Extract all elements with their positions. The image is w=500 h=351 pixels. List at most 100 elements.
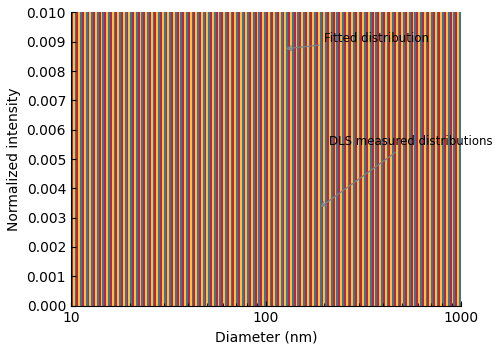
Bar bbox=[355, 0, 357, 306]
Bar bbox=[292, 0, 294, 306]
Bar bbox=[170, 0, 171, 306]
Bar bbox=[384, 0, 386, 306]
Bar bbox=[234, 0, 236, 306]
Bar bbox=[322, 0, 324, 306]
Bar bbox=[232, 0, 234, 306]
Bar bbox=[110, 0, 112, 306]
Bar bbox=[240, 0, 242, 306]
Bar bbox=[248, 0, 249, 306]
Bar bbox=[126, 0, 128, 306]
Bar bbox=[220, 0, 221, 306]
Bar bbox=[214, 0, 216, 306]
Bar bbox=[379, 0, 381, 306]
Bar bbox=[306, 0, 308, 306]
Bar bbox=[459, 0, 461, 306]
Bar bbox=[71, 0, 73, 306]
Bar bbox=[353, 0, 355, 306]
Bar bbox=[336, 0, 338, 306]
Bar bbox=[440, 0, 442, 306]
Bar bbox=[208, 0, 210, 306]
Bar bbox=[326, 0, 327, 306]
Bar bbox=[262, 0, 264, 306]
Bar bbox=[410, 0, 412, 306]
Bar bbox=[409, 0, 410, 306]
Bar bbox=[400, 0, 402, 306]
Bar bbox=[403, 0, 405, 306]
Bar bbox=[299, 0, 301, 306]
Bar bbox=[162, 0, 164, 306]
Bar bbox=[390, 0, 392, 306]
Bar bbox=[405, 0, 407, 306]
Bar bbox=[329, 0, 331, 306]
Bar bbox=[82, 0, 84, 306]
Bar bbox=[392, 0, 394, 306]
Bar bbox=[416, 0, 418, 306]
Bar bbox=[407, 0, 409, 306]
Bar bbox=[152, 0, 154, 306]
Bar bbox=[301, 0, 303, 306]
Bar bbox=[108, 0, 110, 306]
Bar bbox=[268, 0, 270, 306]
Bar bbox=[444, 0, 446, 306]
Bar bbox=[376, 0, 377, 306]
Bar bbox=[298, 0, 299, 306]
X-axis label: Diameter (nm): Diameter (nm) bbox=[214, 330, 317, 344]
Bar bbox=[86, 0, 88, 306]
Bar bbox=[438, 0, 440, 306]
Bar bbox=[448, 0, 450, 306]
Bar bbox=[429, 0, 431, 306]
Bar bbox=[201, 0, 202, 306]
Bar bbox=[114, 0, 116, 306]
Bar bbox=[132, 0, 134, 306]
Bar bbox=[212, 0, 214, 306]
Bar bbox=[362, 0, 364, 306]
Bar bbox=[74, 0, 76, 306]
Bar bbox=[331, 0, 332, 306]
Bar bbox=[180, 0, 182, 306]
Bar bbox=[164, 0, 166, 306]
Bar bbox=[145, 0, 147, 306]
Bar bbox=[210, 0, 212, 306]
Bar bbox=[124, 0, 126, 306]
Bar bbox=[424, 0, 426, 306]
Bar bbox=[184, 0, 186, 306]
Bar bbox=[93, 0, 95, 306]
Bar bbox=[431, 0, 433, 306]
Bar bbox=[156, 0, 158, 306]
Bar bbox=[166, 0, 168, 306]
Bar bbox=[374, 0, 376, 306]
Bar bbox=[173, 0, 175, 306]
Bar bbox=[121, 0, 123, 306]
Bar bbox=[223, 0, 225, 306]
Bar bbox=[160, 0, 162, 306]
Bar bbox=[218, 0, 220, 306]
Bar bbox=[84, 0, 86, 306]
Bar bbox=[426, 0, 428, 306]
Bar bbox=[282, 0, 284, 306]
Bar bbox=[154, 0, 156, 306]
Bar bbox=[228, 0, 230, 306]
Bar bbox=[370, 0, 372, 306]
Bar bbox=[272, 0, 274, 306]
Bar bbox=[344, 0, 346, 306]
Text: DLS measured distributions: DLS measured distributions bbox=[322, 135, 492, 206]
Bar bbox=[119, 0, 121, 306]
Bar bbox=[296, 0, 298, 306]
Bar bbox=[450, 0, 452, 306]
Bar bbox=[372, 0, 374, 306]
Bar bbox=[106, 0, 108, 306]
Bar bbox=[338, 0, 340, 306]
Bar bbox=[294, 0, 296, 306]
Bar bbox=[116, 0, 117, 306]
Bar bbox=[305, 0, 306, 306]
Bar bbox=[258, 0, 260, 306]
Bar bbox=[334, 0, 336, 306]
Bar bbox=[377, 0, 379, 306]
Bar bbox=[360, 0, 362, 306]
Bar bbox=[435, 0, 436, 306]
Bar bbox=[433, 0, 435, 306]
Bar bbox=[383, 0, 384, 306]
Bar bbox=[414, 0, 416, 306]
Bar bbox=[402, 0, 403, 306]
Bar bbox=[290, 0, 292, 306]
